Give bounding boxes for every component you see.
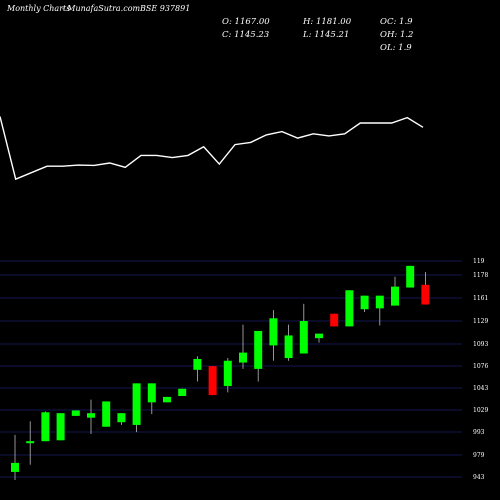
y-tick-label: 1093 <box>473 341 488 348</box>
y-tick-label: 993 <box>473 429 485 436</box>
candle-body-bull <box>284 335 293 359</box>
candle-body-bull <box>345 290 354 327</box>
candle-body-bull <box>178 388 187 396</box>
ohlc-open: O: 1167.00 <box>222 17 270 27</box>
candle-body-bull <box>87 413 95 418</box>
candle-body-bull <box>375 295 384 309</box>
candle-body-bull <box>26 441 35 444</box>
candle-body-bull <box>102 401 111 427</box>
y-tick-label: 1076 <box>473 363 488 370</box>
site-label: Monthly Charts <box>7 4 71 13</box>
candle-body-bull <box>239 352 247 363</box>
candle-body-bull <box>117 413 126 423</box>
candle-body-bear <box>421 284 430 305</box>
ohlc-close: C: 1145.23 <box>222 30 270 40</box>
y-tick-label: 1178 <box>473 272 488 279</box>
candle-body-bull <box>41 412 50 442</box>
y-tick-label: 1043 <box>473 385 488 392</box>
candle-body-bear <box>208 366 217 396</box>
candle-body-bull <box>71 410 80 416</box>
candle-body-bull <box>406 265 415 288</box>
ohlc-low: L: 1145.21 <box>303 30 350 40</box>
ohlc-ol: OL: 1.9 <box>380 43 412 53</box>
price-line <box>0 116 424 181</box>
candle-body-bull <box>147 383 156 403</box>
candle-body-bull <box>391 286 399 306</box>
y-tick-label: 119 <box>473 258 485 265</box>
candle-body-bull <box>132 383 141 425</box>
candle-body-bull <box>11 462 19 472</box>
candle-body-bull <box>223 360 232 387</box>
candle-body-bull <box>193 358 202 370</box>
symbol-label: BSE 937891 <box>140 4 191 13</box>
brand-label: - MunafaSutra.com <box>62 4 141 13</box>
candle-body-bull <box>56 413 65 441</box>
candle-body-bear <box>330 313 339 327</box>
ohlc-oh: OH: 1.2 <box>380 30 414 40</box>
y-tick-label: 943 <box>473 474 485 481</box>
candle-body-bull <box>254 330 263 369</box>
ohlc-high: H: 1181.00 <box>303 17 352 27</box>
y-tick-label: 1029 <box>473 407 488 414</box>
candle-body-bull <box>315 333 323 339</box>
y-tick-label: 1129 <box>473 318 488 325</box>
candle-body-bull <box>360 295 369 310</box>
y-tick-label: 1161 <box>473 295 488 302</box>
candle-body-bull <box>163 396 171 403</box>
ohlc-oc: OC: 1.9 <box>380 17 413 27</box>
y-tick-label: 979 <box>473 452 485 459</box>
candle-body-bull <box>299 320 308 354</box>
candle-body-bull <box>269 318 278 346</box>
